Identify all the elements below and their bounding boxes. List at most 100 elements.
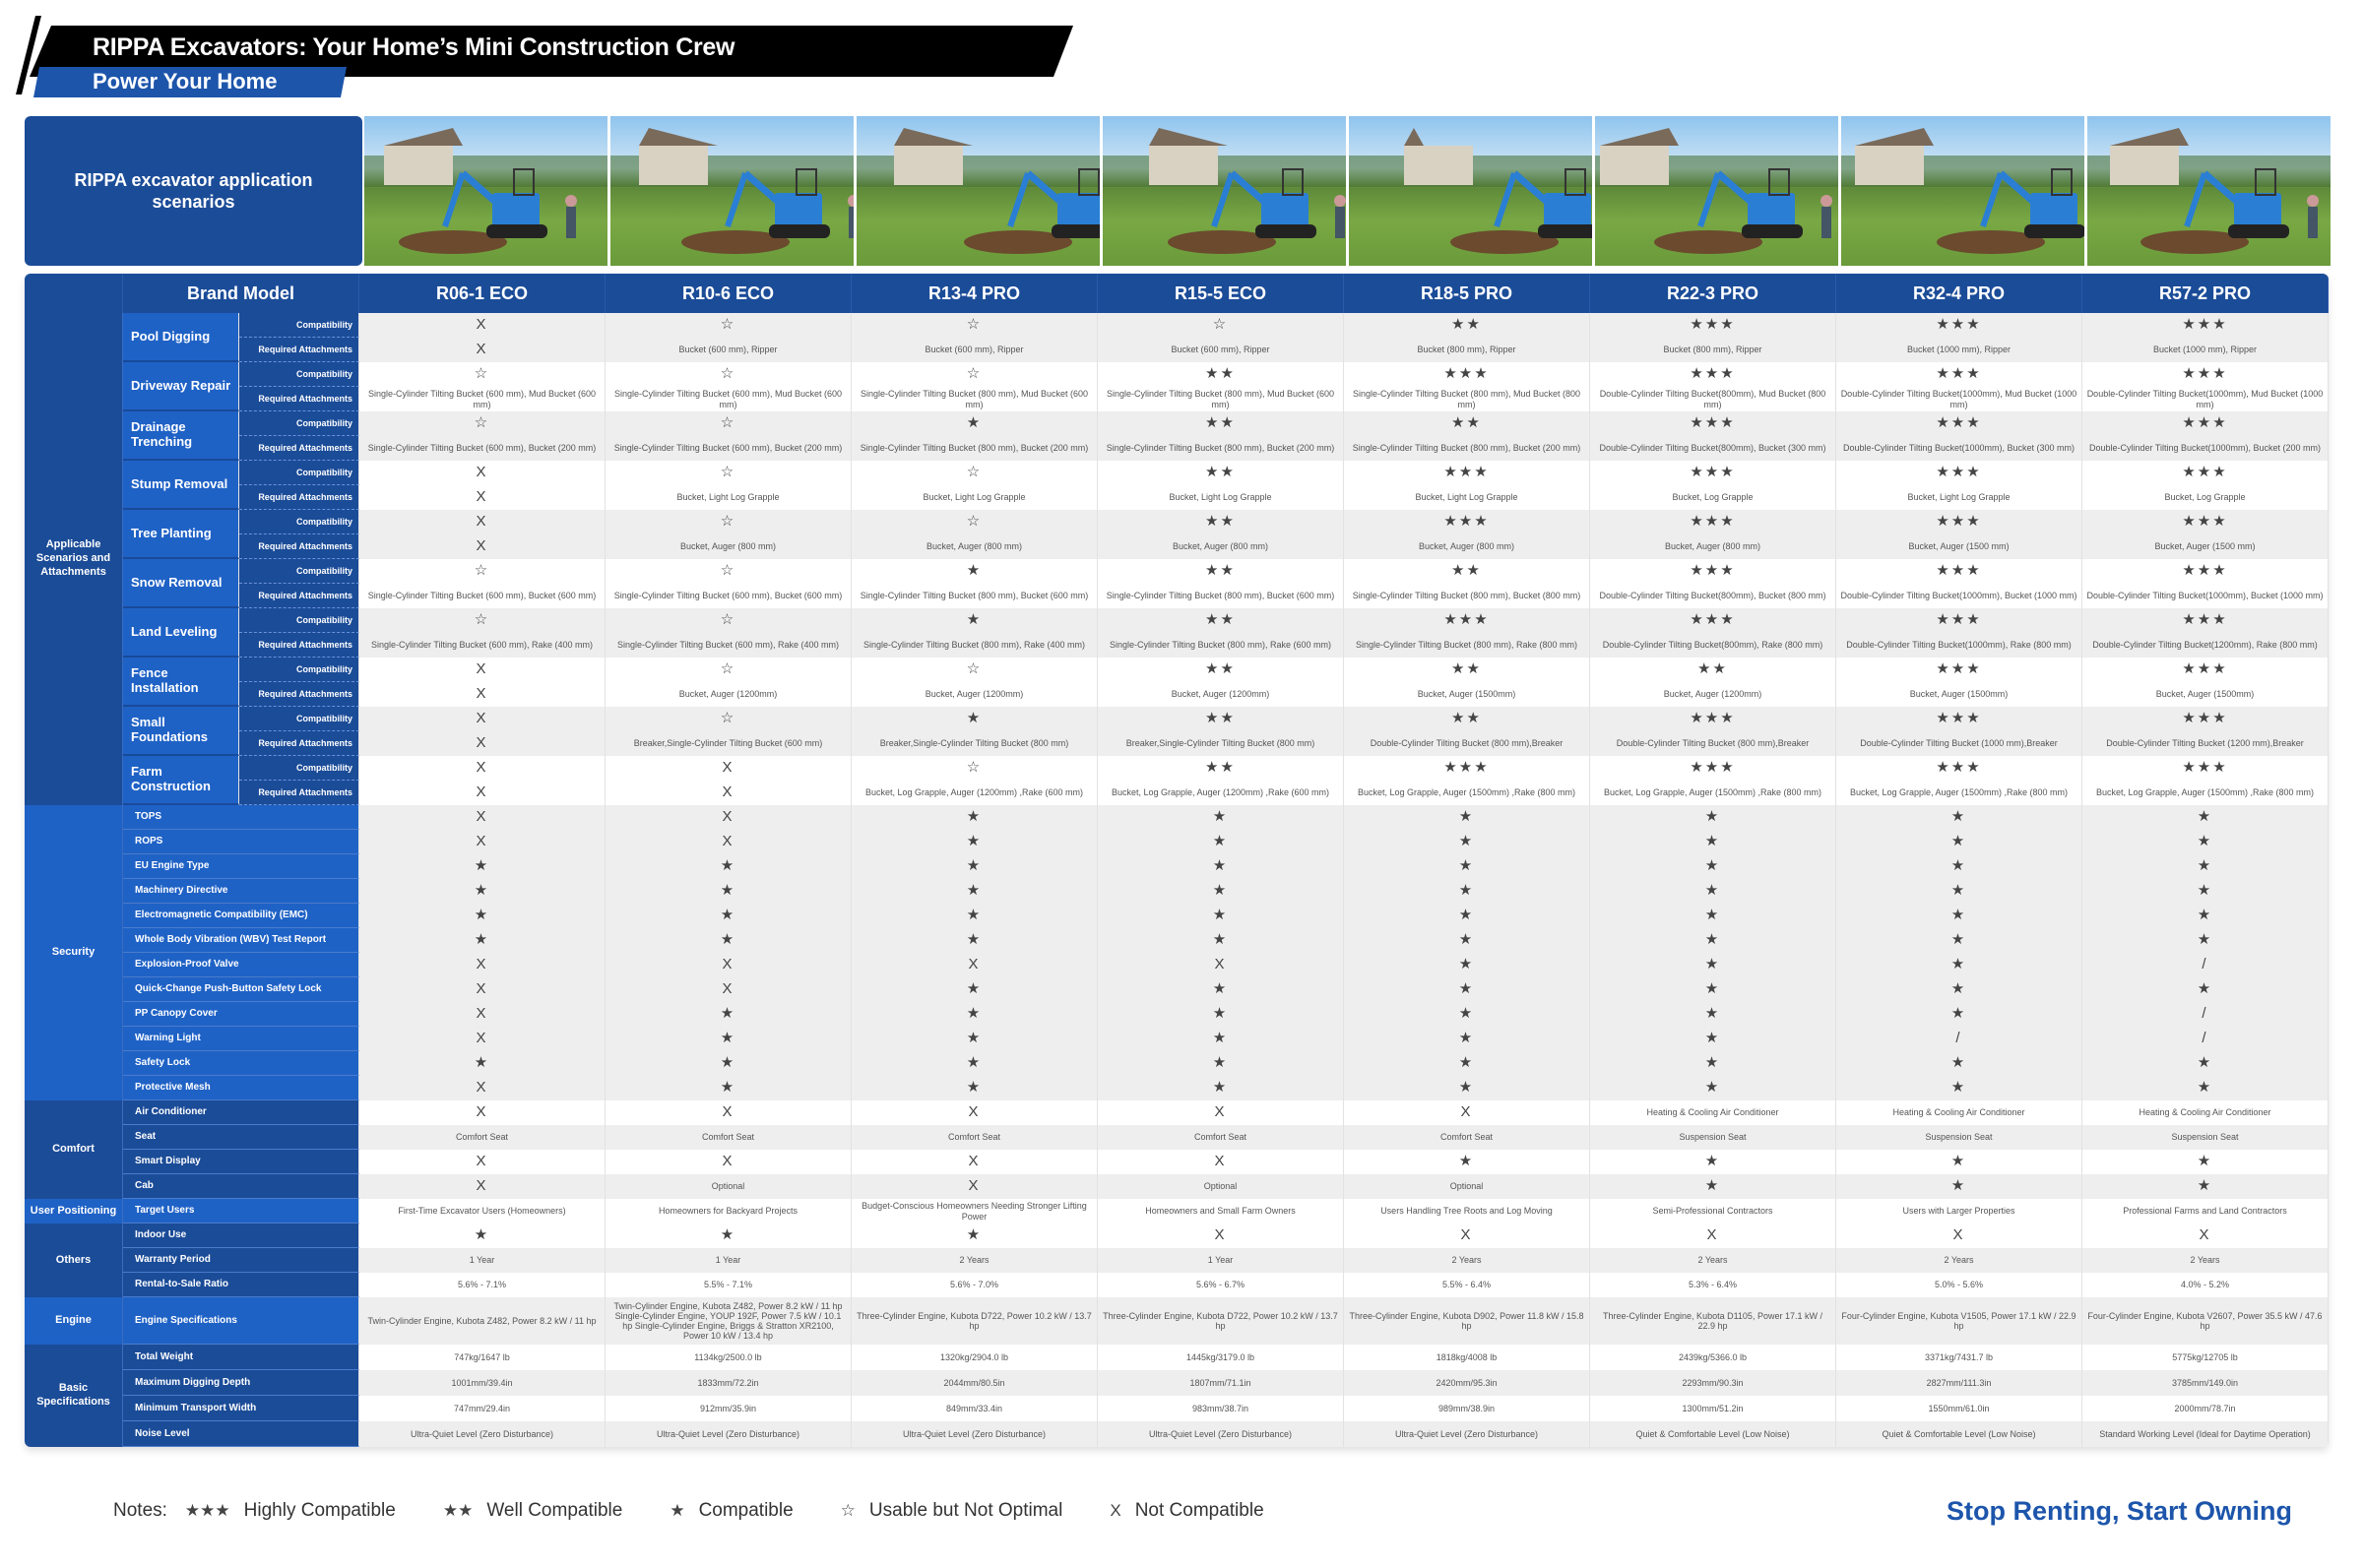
spec-cell: ★ <box>1590 854 1836 879</box>
spec-cell: ★ <box>1344 953 1590 977</box>
compatibility-rating: X <box>359 461 606 485</box>
required-attachments-label: Required Attachments <box>239 731 359 756</box>
compatibility-label: Compatibility <box>239 608 359 633</box>
spec-cell: ★ <box>852 830 1098 854</box>
required-attachments-cell: Bucket (800 mm), Ripper <box>1590 338 1836 362</box>
excavator-illustration <box>610 128 854 254</box>
required-attachments-label: Required Attachments <box>239 534 359 559</box>
required-attachments-label: Required Attachments <box>239 682 359 707</box>
spec-cell: ★ <box>1590 1150 1836 1174</box>
compatibility-rating: ★★ <box>1098 411 1344 436</box>
required-attachments-cell: Single-Cylinder Tilting Bucket (600 mm),… <box>606 584 852 608</box>
spec-cell: 5.6% - 6.7% <box>1098 1273 1344 1297</box>
compatibility-rating: ★★★ <box>1836 313 2082 338</box>
scenario-name: Farm Construction <box>123 756 239 805</box>
spec-cell: ★ <box>359 1051 606 1076</box>
spec-cell: Suspension Seat <box>2082 1125 2329 1150</box>
compatibility-rating: ★★★ <box>2082 707 2329 731</box>
group-label: Comfort <box>25 1100 123 1199</box>
spec-cell: X <box>1098 953 1344 977</box>
scenario-name: Drainage Trenching <box>123 411 239 461</box>
required-attachments-cell: Single-Cylinder Tilting Bucket (800 mm),… <box>1344 584 1590 608</box>
compatibility-rating: ★★ <box>1344 707 1590 731</box>
row-label: Indoor Use <box>123 1223 359 1248</box>
required-attachments-cell: Bucket (1000 mm), Ripper <box>1836 338 2082 362</box>
compatibility-rating: ☆ <box>359 559 606 584</box>
required-attachments-cell: Single-Cylinder Tilting Bucket (800 mm),… <box>1344 436 1590 461</box>
compatibility-rating: ★★★ <box>2082 313 2329 338</box>
compatibility-rating: ★★★ <box>2082 411 2329 436</box>
row-label: Electromagnetic Compatibility (EMC) <box>123 904 359 928</box>
compatibility-rating: ★ <box>852 608 1098 633</box>
spec-cell: ★ <box>606 1027 852 1051</box>
required-attachments-cell: Single-Cylinder Tilting Bucket (800 mm),… <box>852 633 1098 658</box>
spec-cell: Heating & Cooling Air Conditioner <box>1836 1100 2082 1125</box>
excavator-illustration <box>364 128 607 254</box>
spec-cell: ★ <box>606 854 852 879</box>
required-attachments-cell: Bucket, Auger (1200mm) <box>1098 682 1344 707</box>
spec-cell: ★ <box>1590 1027 1836 1051</box>
legend-label: Not Compatible <box>1134 1500 1264 1521</box>
required-attachments-cell: Double-Cylinder Tilting Bucket(800mm), M… <box>1590 387 1836 411</box>
spec-cell: X <box>852 1174 1098 1199</box>
compatibility-rating: ☆ <box>359 411 606 436</box>
spec-cell: 5.0% - 5.6% <box>1836 1273 2082 1297</box>
compatibility-rating: ★★ <box>1344 559 1590 584</box>
spec-cell: 849mm/33.4in <box>852 1396 1098 1421</box>
spec-cell: 912mm/35.9in <box>606 1396 852 1421</box>
spec-cell: ★ <box>1590 1076 1836 1100</box>
required-attachments-cell: Single-Cylinder Tilting Bucket (600 mm),… <box>359 387 606 411</box>
spec-cell: ★ <box>1098 1076 1344 1100</box>
spec-cell: X <box>359 805 606 830</box>
spec-cell: ★ <box>2082 854 2329 879</box>
compatibility-rating: ☆ <box>1098 313 1344 338</box>
spec-cell: / <box>1836 1027 2082 1051</box>
spec-cell: 983mm/38.7in <box>1098 1396 1344 1421</box>
spec-cell: ★ <box>1590 928 1836 953</box>
legend-symbol-icon: ☆ <box>840 1501 856 1520</box>
compatibility-label: Compatibility <box>239 559 359 584</box>
row-label: Explosion-Proof Valve <box>123 953 359 977</box>
spec-cell: 3371kg/7431.7 lb <box>1836 1345 2082 1370</box>
model-header[interactable]: R57-2 PRO <box>2082 274 2329 313</box>
spec-cell: ★ <box>852 805 1098 830</box>
required-attachments-cell: Single-Cylinder Tilting Bucket (800 mm),… <box>1098 436 1344 461</box>
model-header[interactable]: R10-6 ECO <box>606 274 852 313</box>
spec-cell: X <box>606 953 852 977</box>
model-header[interactable]: R22-3 PRO <box>1590 274 1836 313</box>
spec-cell: ★ <box>1098 1051 1344 1076</box>
model-header[interactable]: R18-5 PRO <box>1344 274 1590 313</box>
compatibility-label: Compatibility <box>239 510 359 534</box>
compatibility-rating: ★★★ <box>1590 608 1836 633</box>
spec-cell: ★ <box>1836 1051 2082 1076</box>
scenario-photo <box>1595 116 1838 266</box>
spec-cell: Comfort Seat <box>606 1125 852 1150</box>
spec-cell: Users Handling Tree Roots and Log Moving <box>1344 1199 1590 1223</box>
spec-cell: Three-Cylinder Engine, Kubota D722, Powe… <box>852 1297 1098 1345</box>
required-attachments-cell: Bucket, Auger (1500mm) <box>2082 682 2329 707</box>
row-label: PP Canopy Cover <box>123 1002 359 1027</box>
spec-cell: ★ <box>1590 1174 1836 1199</box>
row-label: Smart Display <box>123 1150 359 1174</box>
model-header[interactable]: R13-4 PRO <box>852 274 1098 313</box>
compatibility-rating: ★ <box>852 411 1098 436</box>
compatibility-rating: ★★ <box>1344 313 1590 338</box>
spec-cell: X <box>1098 1100 1344 1125</box>
compatibility-rating: X <box>359 658 606 682</box>
model-header[interactable]: R06-1 ECO <box>359 274 606 313</box>
required-attachments-cell: Single-Cylinder Tilting Bucket (600 mm),… <box>359 633 606 658</box>
compatibility-rating: ★★★ <box>2082 510 2329 534</box>
model-header[interactable]: R15-5 ECO <box>1098 274 1344 313</box>
spec-cell: X <box>359 1150 606 1174</box>
required-attachments-cell: Double-Cylinder Tilting Bucket (800 mm),… <box>1590 731 1836 756</box>
spec-cell: 2 Years <box>1590 1248 1836 1273</box>
required-attachments-cell: X <box>359 534 606 559</box>
subtitle-tab <box>33 67 347 97</box>
spec-cell: 747kg/1647 lb <box>359 1345 606 1370</box>
row-label: Protective Mesh <box>123 1076 359 1100</box>
excavator-illustration <box>1595 128 1838 254</box>
compatibility-rating: ★★ <box>1590 658 1836 682</box>
spec-cell: ★ <box>1590 830 1836 854</box>
spec-cell: 5.5% - 7.1% <box>606 1273 852 1297</box>
model-header[interactable]: R32-4 PRO <box>1836 274 2082 313</box>
